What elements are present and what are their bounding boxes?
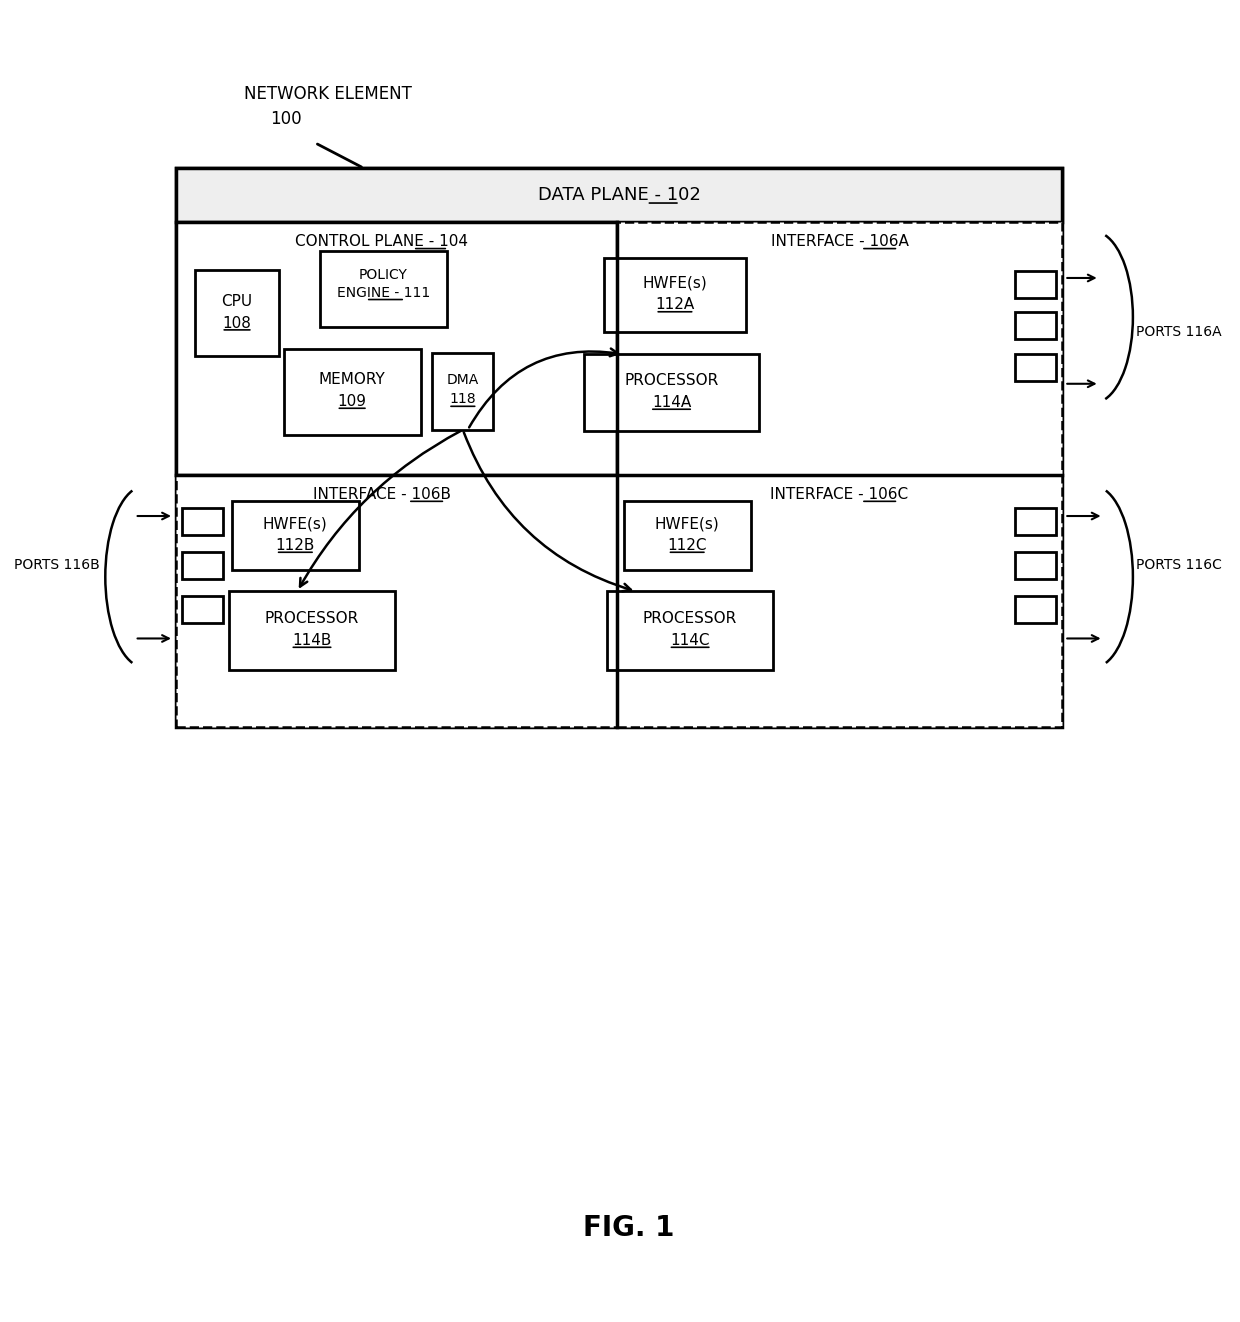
FancyBboxPatch shape [604,258,746,332]
FancyBboxPatch shape [228,591,396,670]
Text: 112A: 112A [655,297,694,312]
Text: PROCESSOR: PROCESSOR [644,611,738,627]
FancyBboxPatch shape [616,475,1063,727]
FancyBboxPatch shape [196,270,279,357]
FancyBboxPatch shape [320,251,448,327]
FancyBboxPatch shape [176,475,616,727]
Text: HWFE(s): HWFE(s) [642,276,707,291]
Text: 118: 118 [450,393,476,406]
FancyBboxPatch shape [606,591,774,670]
FancyBboxPatch shape [584,354,759,431]
FancyBboxPatch shape [624,501,751,570]
Text: FIG. 1: FIG. 1 [583,1214,675,1243]
FancyBboxPatch shape [182,596,223,623]
Text: NETWORK ELEMENT: NETWORK ELEMENT [244,85,412,103]
FancyBboxPatch shape [176,222,616,475]
Text: 108: 108 [223,316,252,330]
FancyBboxPatch shape [1016,354,1056,381]
FancyBboxPatch shape [284,349,420,435]
Text: PORTS 116B: PORTS 116B [14,558,99,572]
Text: INTERFACE - 106B: INTERFACE - 106B [312,486,450,502]
FancyBboxPatch shape [176,168,1063,727]
FancyBboxPatch shape [1016,553,1056,579]
Text: DATA PLANE - 102: DATA PLANE - 102 [538,186,701,204]
FancyBboxPatch shape [616,222,1063,475]
FancyBboxPatch shape [433,353,494,430]
Text: HWFE(s): HWFE(s) [263,517,327,531]
Text: 112B: 112B [275,538,315,553]
Text: CPU: CPU [222,293,253,309]
Text: PROCESSOR: PROCESSOR [265,611,360,627]
Text: 114C: 114C [671,633,709,648]
FancyBboxPatch shape [1016,312,1056,338]
FancyBboxPatch shape [182,508,223,534]
Text: MEMORY: MEMORY [319,373,386,387]
Text: POLICY: POLICY [360,268,408,282]
FancyBboxPatch shape [1016,271,1056,297]
Text: PROCESSOR: PROCESSOR [625,373,719,389]
FancyBboxPatch shape [176,168,1063,222]
Text: INTERFACE - 106A: INTERFACE - 106A [770,234,909,250]
FancyBboxPatch shape [232,501,360,570]
Text: PORTS 116C: PORTS 116C [1136,558,1221,572]
Text: INTERFACE - 106C: INTERFACE - 106C [770,486,909,502]
Text: PORTS 116A: PORTS 116A [1136,325,1221,338]
Text: 100: 100 [270,110,301,128]
Text: CONTROL PLANE - 104: CONTROL PLANE - 104 [295,234,467,250]
Text: DMA: DMA [446,373,479,387]
FancyBboxPatch shape [1016,508,1056,534]
FancyBboxPatch shape [182,553,223,579]
Text: 112C: 112C [667,538,707,553]
Text: ENGINE - 111: ENGINE - 111 [337,286,430,300]
Text: 114B: 114B [293,633,331,648]
Text: 109: 109 [337,394,367,408]
Text: 114A: 114A [652,395,691,410]
FancyBboxPatch shape [1016,596,1056,623]
Text: HWFE(s): HWFE(s) [655,517,719,531]
